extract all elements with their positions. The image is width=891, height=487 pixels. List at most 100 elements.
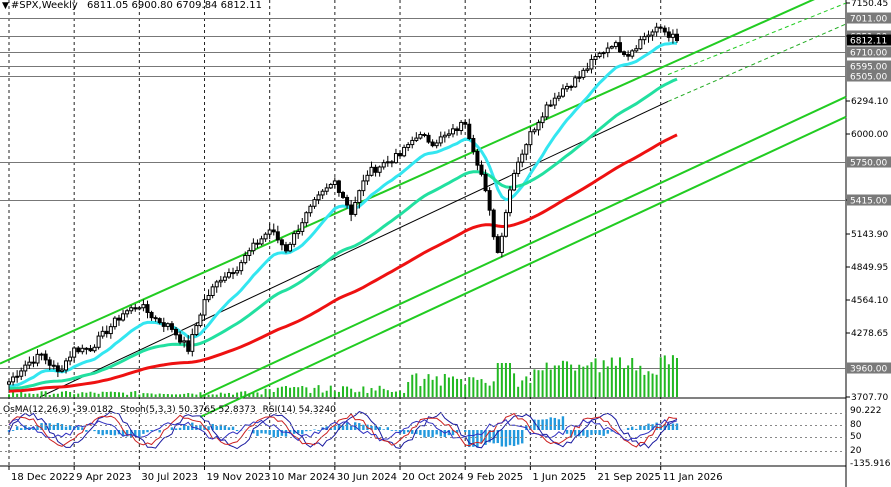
candle-body [495, 236, 500, 253]
osma-bar [272, 430, 275, 438]
volume-bar [533, 369, 536, 397]
candle-body [316, 194, 321, 201]
volume-bar [28, 393, 31, 397]
candle-body [324, 187, 329, 192]
volume-bar [36, 393, 39, 397]
volume-bar [545, 362, 548, 397]
osma-bar [333, 426, 337, 430]
osma-bar [256, 430, 259, 436]
volume-bar [549, 369, 552, 397]
osma-bar [419, 430, 422, 436]
candle-body [398, 153, 403, 157]
volume-bar [496, 363, 499, 397]
candle-body [161, 322, 166, 327]
level-tag [847, 12, 891, 24]
candle-body [369, 166, 374, 176]
candle-body [145, 304, 150, 313]
volume-bar [671, 355, 674, 397]
osma-bar [105, 430, 108, 435]
osma-bar [512, 430, 516, 447]
osma-bar [227, 427, 231, 430]
candle-body [304, 212, 309, 224]
candle-body [499, 235, 504, 253]
osma-bar [36, 425, 39, 430]
volume-bar [248, 393, 251, 397]
volume-bar [370, 388, 373, 397]
volume-bar [639, 365, 642, 397]
candle-body [613, 42, 618, 48]
volume-bar [480, 379, 483, 397]
osma-bar [260, 430, 263, 434]
osma-bar [472, 430, 475, 447]
candle-body [467, 123, 472, 139]
volume-bar [386, 390, 389, 397]
candle-body [630, 50, 635, 57]
chart-title: ▼ #SPX,Weekly 6811.05 6900.80 6709.84 681… [2, 0, 262, 11]
x-tick-label: 18 Dec 2022 [11, 472, 75, 483]
osma-bar [134, 430, 137, 436]
stoch-main-line [8, 410, 678, 450]
osma-bar [178, 427, 182, 430]
volume-bar [191, 393, 194, 397]
volume-bar [60, 391, 63, 397]
candle-body [165, 323, 170, 327]
candle-body [279, 239, 284, 246]
indicator-tick-label: 50 [850, 432, 862, 442]
osma-bar [557, 419, 561, 430]
volume-bar [276, 387, 279, 397]
osma-bar [537, 419, 540, 430]
osma-bar [325, 426, 328, 430]
candle-body [658, 26, 663, 29]
x-tick-label: 9 Apr 2023 [76, 472, 131, 483]
osma-bar [468, 430, 471, 448]
volume-bar [187, 393, 190, 397]
candle-body [487, 190, 492, 211]
level-tag-label: 6710.00 [850, 49, 887, 59]
osma-bar [109, 430, 113, 435]
volume-bar [232, 394, 235, 397]
candle-body [251, 242, 256, 252]
osma-bar [545, 419, 548, 430]
osma-bar [358, 423, 361, 430]
candle-body [288, 243, 293, 252]
osma-bar [15, 426, 19, 430]
candle-body [560, 88, 565, 97]
osma-bar [423, 430, 426, 438]
volume-bar [643, 374, 646, 397]
y-tick-label: 7150.45 [851, 0, 888, 9]
osma-bar [447, 430, 451, 436]
volume-bar [179, 394, 182, 397]
osma-bar [276, 430, 280, 438]
candle-body [455, 128, 460, 132]
volume-bar [570, 364, 573, 397]
volume-bar [423, 378, 426, 397]
candle-body [381, 162, 386, 168]
ma-mid [8, 77, 678, 391]
osma-bar [231, 426, 235, 430]
candle-body [528, 131, 533, 146]
candle-body [662, 27, 667, 33]
volume-bar [85, 392, 88, 397]
level-tag [847, 70, 891, 82]
volume-bar [623, 368, 626, 397]
osma-bar [492, 430, 495, 444]
osma-bar [138, 430, 141, 437]
candle-body [422, 134, 427, 137]
osma-bar [630, 426, 634, 430]
osma-bar [101, 430, 104, 436]
volume-bar [500, 363, 503, 397]
osma-bar [586, 430, 589, 438]
level-tag [847, 362, 891, 374]
volume-bar [134, 391, 137, 397]
candle-body [565, 85, 570, 90]
candle-body [231, 272, 236, 275]
candle-body [190, 334, 195, 352]
candle-body [214, 281, 219, 288]
collapse-arrow-icon[interactable]: ▼ [2, 1, 9, 11]
volume-bar [325, 390, 328, 397]
candle-body [80, 347, 85, 353]
candle-body [328, 184, 333, 189]
osma-bar [578, 430, 581, 437]
rsi-line [8, 418, 678, 442]
volume-bar [464, 385, 467, 397]
